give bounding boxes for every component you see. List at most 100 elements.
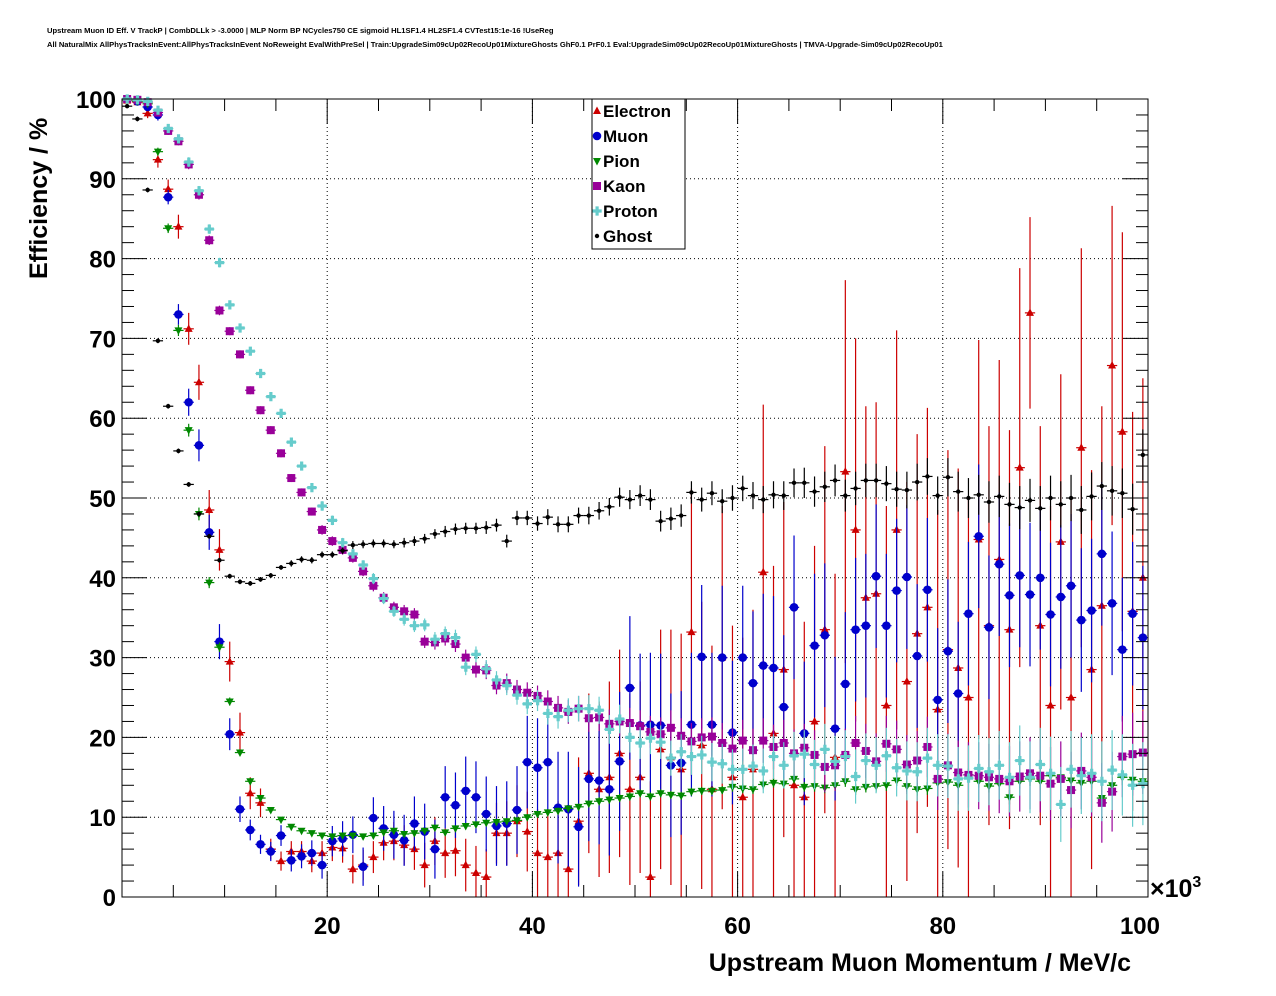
y-tick-label: 80 xyxy=(89,247,116,274)
data-point-ghost xyxy=(1038,506,1043,511)
data-point-pion xyxy=(471,821,480,829)
data-point-proton xyxy=(861,755,871,766)
data-point-ghost xyxy=(217,558,222,563)
data-point-electron xyxy=(841,467,850,475)
data-point-proton xyxy=(717,759,727,769)
data-point-proton xyxy=(840,751,851,762)
data-point-electron xyxy=(564,864,573,873)
data-point-ghost xyxy=(935,493,940,498)
data-point-ghost xyxy=(432,531,438,537)
data-point-muon xyxy=(328,836,337,846)
data-point-kaon xyxy=(205,236,214,245)
data-point-muon xyxy=(953,689,963,698)
data-point-kaon xyxy=(543,697,552,706)
data-point-ghost xyxy=(668,516,674,521)
data-point-muon xyxy=(194,441,204,450)
data-point-pion xyxy=(215,644,224,652)
data-point-electron xyxy=(851,525,860,533)
data-point-muon xyxy=(1025,590,1035,599)
x-tick-label: 80 xyxy=(929,913,956,940)
data-point-electron xyxy=(235,728,244,736)
data-point-proton xyxy=(317,501,327,511)
data-point-pion xyxy=(523,814,532,822)
data-point-proton xyxy=(1035,759,1045,770)
data-point-pion xyxy=(287,823,296,832)
data-point-ghost xyxy=(689,490,694,495)
data-point-muon xyxy=(943,646,953,656)
legend-box xyxy=(591,98,686,250)
data-point-proton xyxy=(1046,768,1056,778)
data-point-electron xyxy=(277,856,286,865)
data-point-proton xyxy=(256,368,266,379)
legend-label-electron: Electron xyxy=(603,102,671,121)
data-point-proton xyxy=(1025,772,1035,782)
data-point-pion xyxy=(800,783,809,792)
data-point-muon xyxy=(461,786,471,796)
data-point-proton xyxy=(676,747,686,757)
data-point-electron xyxy=(215,545,224,553)
data-point-ghost xyxy=(914,479,920,485)
data-point-kaon xyxy=(471,665,480,674)
data-point-proton xyxy=(974,763,984,774)
data-point-muon xyxy=(994,559,1004,569)
data-point-muon xyxy=(266,847,276,856)
data-point-proton xyxy=(450,633,461,643)
data-point-muon xyxy=(1097,549,1107,559)
data-point-proton xyxy=(358,560,368,570)
data-point-muon xyxy=(533,763,542,773)
data-point-ghost xyxy=(976,492,981,498)
data-point-electron xyxy=(1118,427,1127,435)
data-point-pion xyxy=(584,800,593,809)
data-point-electron xyxy=(902,677,911,685)
data-point-muon xyxy=(1128,609,1137,619)
x-multiplier-exponent: 3 xyxy=(1192,874,1201,891)
data-point-ghost xyxy=(955,489,961,494)
data-point-kaon xyxy=(297,488,306,497)
data-point-ghost xyxy=(453,526,458,532)
data-point-pion xyxy=(153,148,162,157)
data-point-proton xyxy=(194,186,204,196)
data-point-electron xyxy=(964,693,973,701)
data-point-pion xyxy=(420,827,429,836)
data-point-proton xyxy=(348,549,358,559)
data-point-muon xyxy=(399,836,409,845)
data-point-ghost xyxy=(1007,502,1012,507)
legend-label-proton: Proton xyxy=(603,202,658,221)
data-point-muon xyxy=(440,792,450,802)
legend-marker-proton xyxy=(592,206,602,216)
data-point-pion xyxy=(225,698,234,706)
data-point-electron xyxy=(143,108,152,117)
data-point-ghost xyxy=(853,486,858,491)
data-point-pion xyxy=(513,817,522,825)
data-point-proton xyxy=(1004,772,1015,782)
x-multiplier-base: ×10 xyxy=(1150,875,1192,903)
data-point-kaon xyxy=(410,610,419,619)
data-point-proton xyxy=(574,704,584,714)
data-point-proton xyxy=(1097,776,1107,786)
data-point-pion xyxy=(348,832,357,841)
data-point-muon xyxy=(1087,606,1096,615)
data-point-electron xyxy=(523,827,532,835)
data-point-ghost xyxy=(360,542,366,547)
data-point-muon xyxy=(481,809,491,819)
data-point-muon xyxy=(522,757,532,767)
data-point-ghost xyxy=(586,513,592,518)
data-point-proton xyxy=(163,123,173,134)
data-point-kaon xyxy=(718,738,727,747)
data-point-muon xyxy=(410,819,419,828)
data-point-muon xyxy=(543,757,553,767)
data-point-electron xyxy=(810,716,819,725)
x-axis-title: Upstream Muon Momentum / MeV/c xyxy=(709,949,1131,977)
data-point-muon xyxy=(1015,571,1025,580)
data-point-proton xyxy=(245,346,255,356)
data-point-proton xyxy=(266,392,276,402)
data-point-ghost xyxy=(484,525,489,530)
data-point-pion xyxy=(656,790,665,798)
data-point-proton xyxy=(297,461,307,471)
data-point-muon xyxy=(215,637,224,646)
data-point-muon xyxy=(738,653,748,662)
data-point-muon xyxy=(1118,645,1127,654)
data-point-ghost xyxy=(176,448,181,454)
data-point-ghost xyxy=(781,493,786,498)
